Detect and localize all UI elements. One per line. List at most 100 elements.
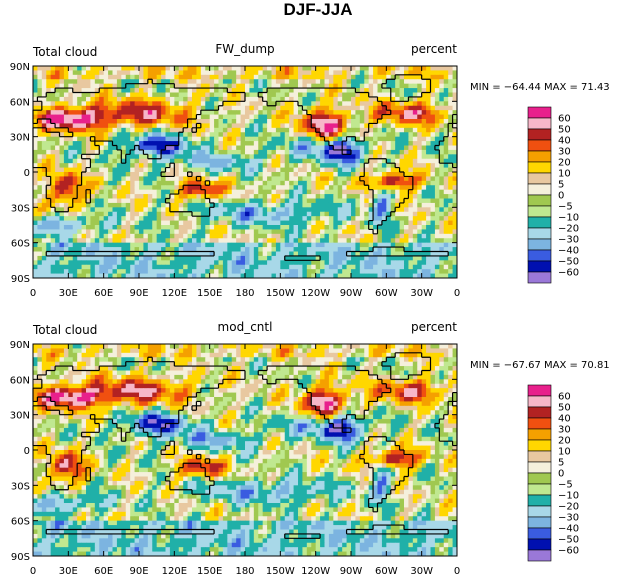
field-cell bbox=[94, 194, 100, 199]
field-cell bbox=[77, 158, 82, 164]
field-cell bbox=[209, 172, 215, 177]
field-cell bbox=[395, 66, 400, 71]
field-cell bbox=[289, 96, 294, 102]
field-cell bbox=[130, 229, 135, 235]
field-cell bbox=[231, 176, 237, 182]
field-cell bbox=[94, 66, 100, 71]
field-cell bbox=[355, 172, 361, 177]
field-cell bbox=[77, 167, 82, 173]
field-cell bbox=[156, 145, 162, 151]
field-cell bbox=[293, 189, 299, 195]
field-cell bbox=[328, 105, 334, 111]
field-cell bbox=[227, 180, 233, 186]
field-cell bbox=[381, 167, 387, 173]
field-cell bbox=[68, 202, 74, 208]
field-cell bbox=[452, 260, 458, 266]
field-cell bbox=[59, 225, 65, 230]
field-cell bbox=[169, 79, 175, 85]
field-cell bbox=[205, 92, 211, 98]
field-cell bbox=[205, 145, 211, 151]
field-cell bbox=[209, 207, 215, 213]
field-cell bbox=[342, 96, 347, 102]
field-cell bbox=[293, 344, 299, 349]
field-cell bbox=[249, 264, 255, 270]
field-cell bbox=[161, 251, 166, 257]
field-cell bbox=[452, 83, 458, 89]
field-cell bbox=[337, 198, 343, 204]
field-cell bbox=[280, 260, 286, 266]
field-cell bbox=[174, 260, 180, 266]
field-cell bbox=[351, 66, 356, 71]
field-cell bbox=[205, 167, 211, 173]
field-cell bbox=[249, 233, 255, 239]
field-cell bbox=[72, 211, 78, 217]
field-cell bbox=[417, 136, 423, 142]
field-cell bbox=[55, 154, 60, 160]
field-cell bbox=[430, 207, 436, 213]
field-cell bbox=[284, 66, 290, 71]
field-cell bbox=[258, 110, 264, 115]
field-cell bbox=[205, 255, 211, 261]
field-cell bbox=[37, 79, 43, 85]
field-cell bbox=[152, 220, 158, 226]
field-cell bbox=[103, 207, 109, 213]
field-cell bbox=[55, 176, 60, 182]
field-cell bbox=[364, 255, 370, 261]
field-cell bbox=[408, 141, 414, 146]
field-cell bbox=[337, 189, 343, 195]
field-cell bbox=[434, 105, 440, 111]
field-cell bbox=[267, 66, 272, 71]
field-cell bbox=[373, 273, 378, 279]
field-cell bbox=[324, 70, 330, 76]
field-cell bbox=[68, 119, 74, 124]
field-cell bbox=[408, 247, 414, 252]
field-cell bbox=[430, 233, 436, 239]
field-cell bbox=[108, 233, 113, 239]
field-cell bbox=[121, 114, 127, 120]
field-cell bbox=[205, 344, 211, 349]
field-cell bbox=[187, 229, 193, 235]
field-cell bbox=[147, 216, 153, 221]
field-cell bbox=[55, 123, 60, 129]
field-cell bbox=[86, 242, 91, 248]
field-cell bbox=[240, 225, 246, 230]
field-cell bbox=[267, 70, 272, 76]
field-cell bbox=[205, 70, 211, 76]
field-cell bbox=[373, 132, 378, 138]
field-cell bbox=[55, 264, 60, 270]
field-cell bbox=[72, 352, 78, 358]
field-cell bbox=[377, 79, 383, 85]
field-cell bbox=[408, 207, 414, 213]
field-cell bbox=[417, 260, 423, 266]
field-cell bbox=[417, 114, 423, 120]
field-cell bbox=[59, 269, 65, 274]
field-cell bbox=[253, 141, 259, 146]
field-cell bbox=[156, 110, 162, 115]
field-cell bbox=[169, 154, 175, 160]
field-cell bbox=[337, 273, 343, 279]
field-cell bbox=[205, 229, 211, 235]
field-cell bbox=[156, 136, 162, 142]
field-cell bbox=[55, 344, 60, 349]
field-cell bbox=[33, 158, 38, 164]
field-cell bbox=[368, 233, 374, 239]
field-cell bbox=[240, 127, 246, 133]
field-cell bbox=[364, 211, 370, 217]
field-cell bbox=[439, 96, 445, 102]
field-cell bbox=[443, 70, 449, 76]
field-cell bbox=[399, 74, 405, 80]
field-cell bbox=[161, 105, 166, 111]
field-cell bbox=[284, 119, 290, 124]
field-cell bbox=[68, 229, 74, 235]
field-cell bbox=[86, 105, 91, 111]
field-cell bbox=[443, 216, 449, 221]
field-cell bbox=[346, 185, 352, 191]
field-cell bbox=[116, 163, 122, 168]
field-cell bbox=[178, 273, 184, 279]
field-cell bbox=[50, 185, 56, 191]
field-cell bbox=[390, 273, 396, 279]
field-cell bbox=[390, 194, 396, 199]
field-cell bbox=[183, 163, 188, 168]
field-cell bbox=[81, 352, 87, 358]
field-cell bbox=[33, 260, 38, 266]
